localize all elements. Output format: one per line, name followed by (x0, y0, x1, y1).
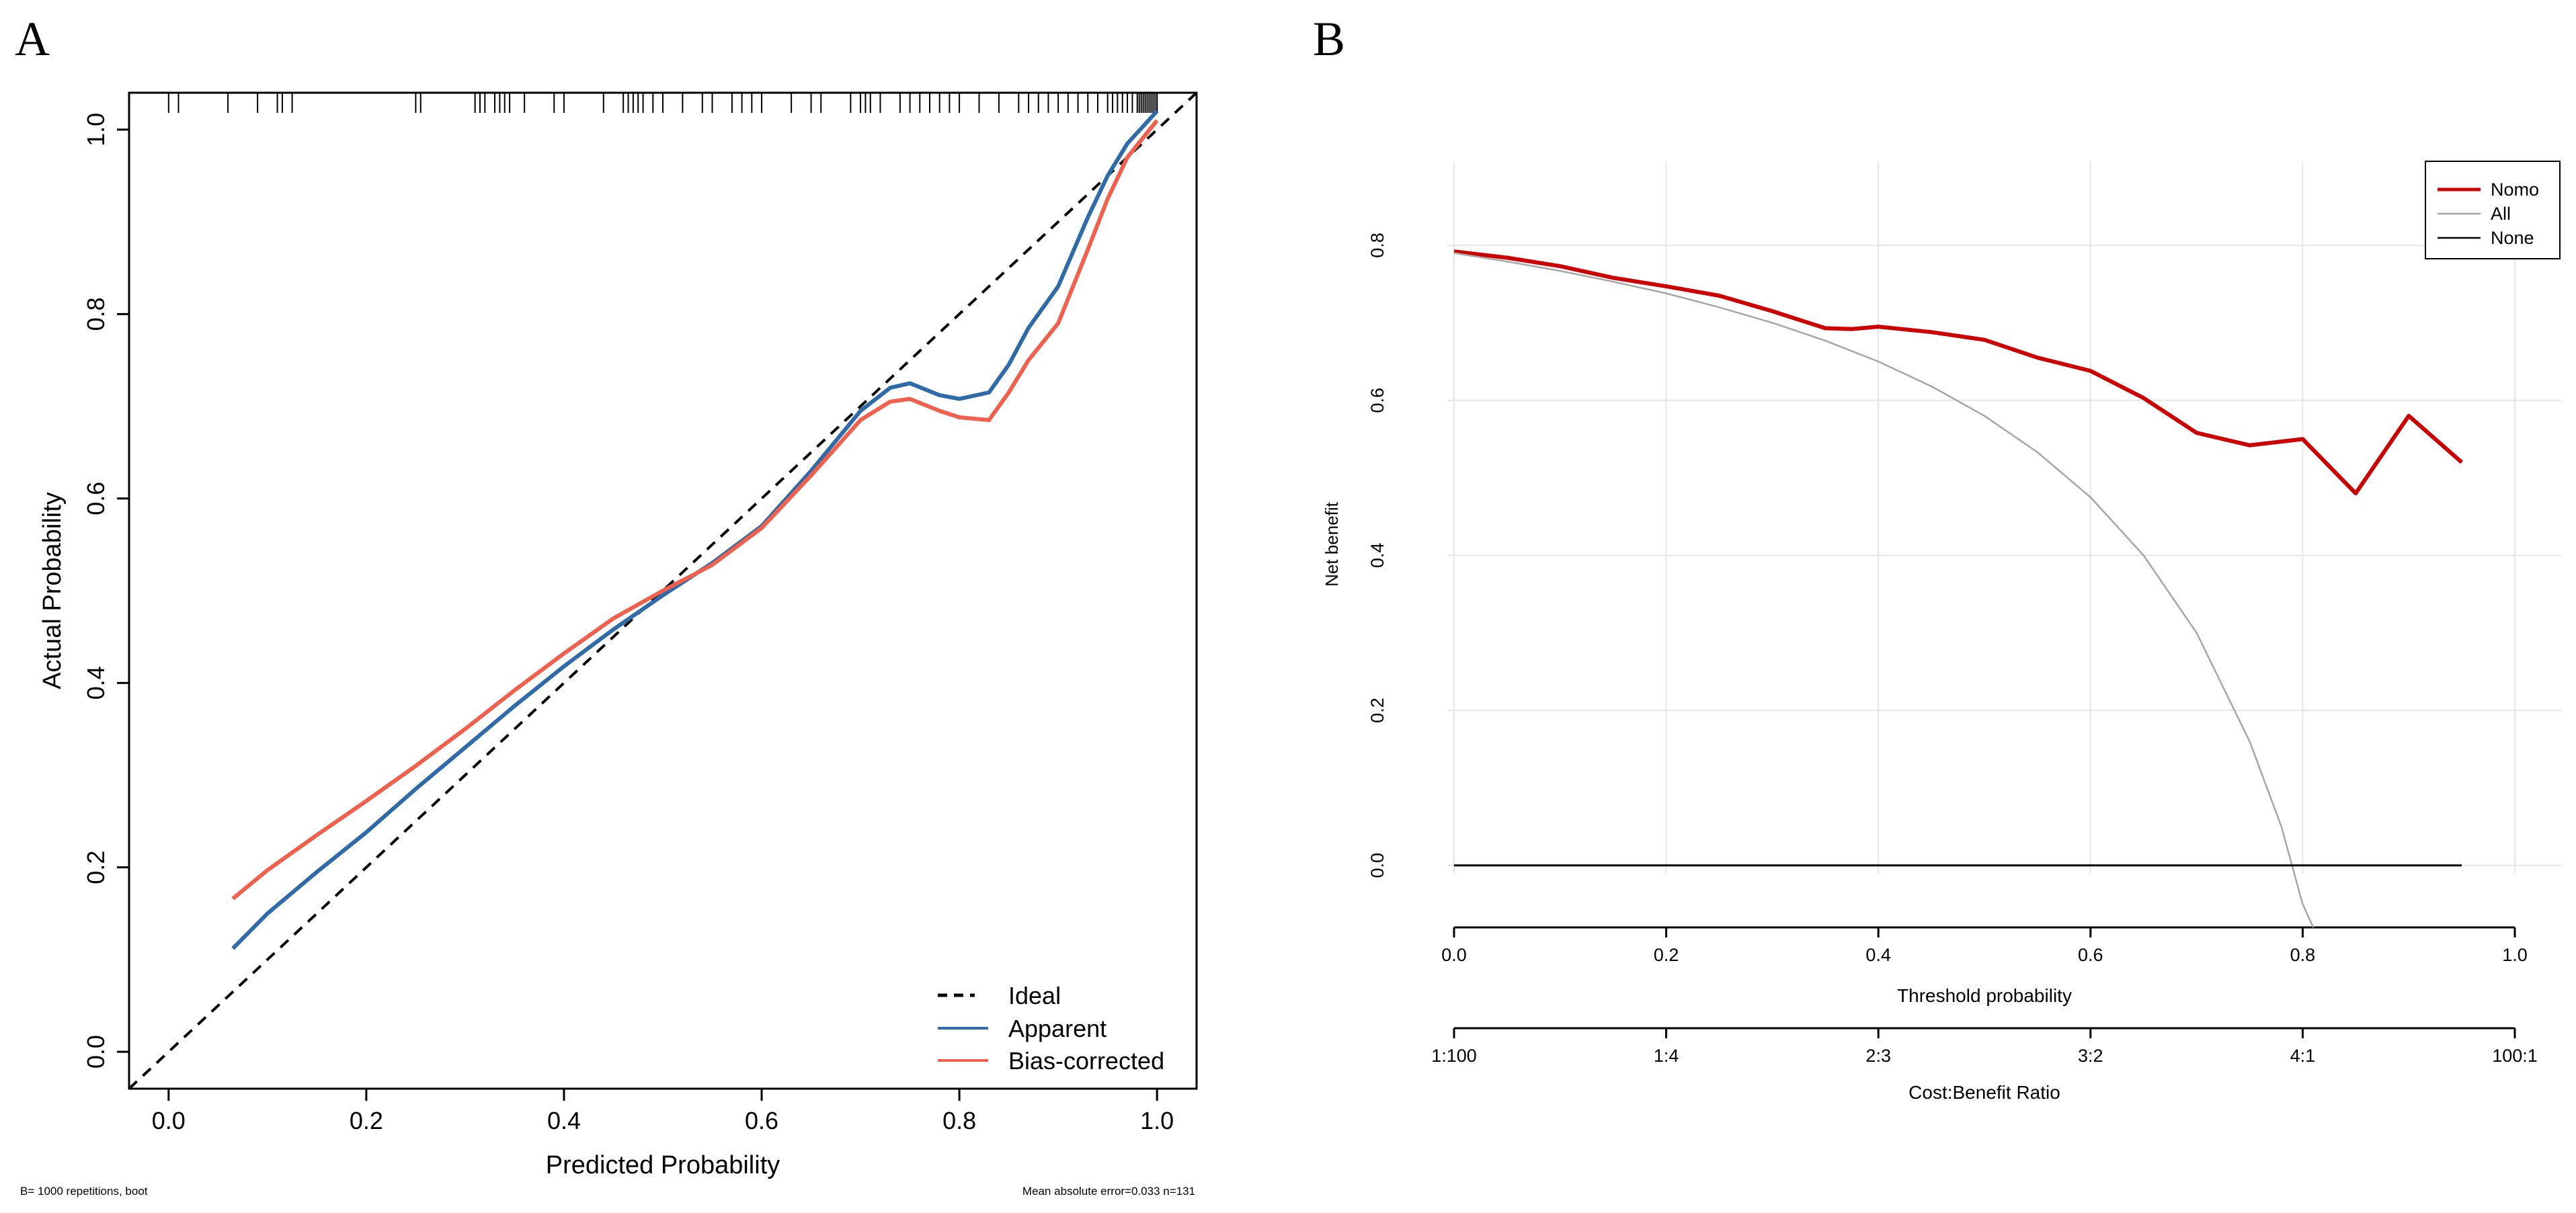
panel-a-y-tick-label: 0.0 (82, 1035, 110, 1069)
panel-b-cost-benefit-tick-label: 1:100 (1431, 1046, 1477, 1066)
panel-b-cost-benefit-tick-label: 4:1 (2290, 1046, 2316, 1066)
legend-ideal-label: Ideal (1008, 982, 1061, 1009)
panel-a-y-axis: 0.0 0.2 0.4 0.6 0.8 1.0 (82, 113, 129, 1069)
panel-a-letter: A (15, 12, 50, 66)
panel-b-x-tick-label: 1.0 (2502, 945, 2528, 965)
panel-b-y-tick-label: 0.0 (1367, 853, 1387, 878)
panel-a-rug-marks (167, 93, 1158, 113)
panel-b-y-tick-label: 0.4 (1367, 543, 1387, 569)
panel-b-series (1453, 249, 2464, 928)
panel-b-y-tick-label: 0.6 (1367, 388, 1387, 413)
panel-b-x-tick-label: 0.2 (1654, 945, 1679, 965)
panel-a-y-tick-label: 0.8 (82, 297, 110, 331)
panel-a-x-tick-label: 0.4 (547, 1107, 581, 1134)
panel-b-legend: Nomo All None (2425, 161, 2561, 259)
panel-a-x-tick-label: 0.8 (942, 1107, 976, 1134)
panel-a-legend: Ideal Apparent Bias-corrected (938, 982, 1164, 1075)
legend-box (2425, 161, 2561, 259)
panel-a-y-tick-label: 0.4 (82, 666, 110, 700)
panel-b-x-tick-label: 0.8 (2290, 945, 2316, 965)
legend-none-label: None (2491, 228, 2534, 248)
panel-a-y-label: Actual Probability (38, 492, 67, 689)
panel-a-x-tick-label: 0.0 (152, 1107, 186, 1134)
panel-b-x-tick-label: 0.0 (1441, 945, 1467, 965)
panel-b-x-tick-label: 0.4 (1865, 945, 1891, 965)
series-apparent-line (231, 110, 1159, 950)
panel-a-x-tick-label: 0.6 (745, 1107, 778, 1134)
panel-b-y-tick-label: 0.8 (1367, 233, 1387, 258)
panel-a-x-tick-label: 1.0 (1140, 1107, 1174, 1134)
panel-b-cost-benefit-label: Cost:Benefit Ratio (1908, 1082, 2060, 1103)
panel-b-cost-benefit-tick-label: 2:3 (1865, 1046, 1891, 1066)
panel-b-gridlines (1447, 161, 2561, 874)
panel-b-decision-curve: 0.0 0.2 0.4 0.6 0.8 1.0 0.0 0.2 0.4 0.6 0.8 1:100… (1322, 161, 2561, 1103)
panel-b-cost-benefit-axis: 1:100 1:4 2:3 3:2 4:1 100:1 (1431, 1027, 2538, 1066)
panel-b-x-label: Threshold probability (1897, 985, 2072, 1006)
panel-b-cost-benefit-tick-label: 1:4 (1654, 1046, 1679, 1066)
panel-a-series (128, 91, 1198, 1090)
panel-b-y-label: Net benefit (1322, 501, 1342, 587)
legend-bias-corrected-label: Bias-corrected (1008, 1047, 1164, 1075)
series-all-line (1453, 252, 2315, 928)
legend-apparent-label: Apparent (1008, 1015, 1106, 1042)
panel-a-x-tick-label: 0.2 (350, 1107, 383, 1134)
panel-b-cost-benefit-tick-label: 100:1 (2492, 1046, 2538, 1066)
panel-a-calibration-chart: 0.0 0.2 0.4 0.6 0.8 1.0 0.0 0.2 0.4 0.6 0.8 1.0 Pr… (20, 91, 1198, 1198)
panel-b-x-tick-label: 0.6 (2078, 945, 2103, 965)
panel-a-footnote-right: Mean absolute error=0.033 n=131 (1022, 1185, 1195, 1198)
panel-b-y-axis: 0.0 0.2 0.4 0.6 0.8 (1367, 233, 1387, 878)
panel-b-x-axis: 0.0 0.2 0.4 0.6 0.8 1.0 (1441, 926, 2528, 965)
legend-all-label: All (2491, 204, 2511, 224)
panel-a-y-tick-label: 0.6 (82, 482, 110, 515)
legend-nomo-label: Nomo (2491, 179, 2539, 200)
panel-a-footnote-left: B= 1000 repetitions, boot (20, 1185, 148, 1198)
panel-a-x-axis: 0.0 0.2 0.4 0.6 0.8 1.0 (152, 1089, 1174, 1134)
panel-b-y-tick-label: 0.2 (1367, 698, 1387, 723)
panel-a-x-label: Predicted Probability (546, 1151, 780, 1179)
panel-b-cost-benefit-tick-label: 3:2 (2078, 1046, 2103, 1066)
panel-b-letter: B (1313, 12, 1345, 66)
series-nomo-line (1453, 249, 2464, 496)
panel-a-y-tick-label: 1.0 (82, 113, 110, 147)
panel-a-y-tick-label: 0.2 (82, 851, 110, 884)
series-bias-corrected-line (231, 119, 1159, 901)
